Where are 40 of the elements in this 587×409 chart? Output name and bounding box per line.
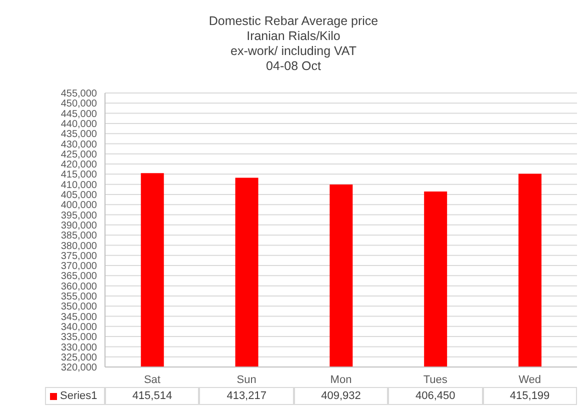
- y-tick-label: 340,000: [60, 322, 98, 333]
- y-tick-label: 415,000: [60, 170, 98, 181]
- x-tick-label: Wed: [518, 374, 542, 386]
- y-tick-label: 450,000: [60, 98, 98, 110]
- data-label: 415,514: [105, 387, 200, 405]
- y-tick-label: 445,000: [60, 108, 98, 120]
- y-tick-label: 325,000: [60, 352, 98, 364]
- data-label: 409,932: [294, 387, 388, 405]
- y-tick-label: 365,000: [60, 271, 98, 282]
- y-tick-label: 385,000: [60, 230, 98, 242]
- y-tick-label: 405,000: [60, 190, 98, 202]
- data-label: 406,450: [388, 387, 483, 405]
- y-tick-label: 330,000: [60, 342, 98, 354]
- y-tick-label: 390,000: [60, 220, 98, 232]
- y-tick-label: 360,000: [60, 281, 98, 292]
- y-tick-label: 425,000: [60, 149, 98, 160]
- x-tick-label: Tues: [423, 374, 448, 386]
- y-tick-label: 335,000: [60, 332, 98, 344]
- x-tick-label: Sat: [144, 374, 160, 386]
- y-tick-label: 435,000: [60, 129, 98, 140]
- y-tick-label: 430,000: [60, 139, 98, 150]
- y-tick-label: 455,000: [60, 88, 98, 100]
- y-tick-label: 375,000: [60, 250, 98, 262]
- data-label: 415,199: [482, 387, 577, 405]
- legend-label: Series1: [60, 390, 98, 402]
- y-tick-label: 320,000: [60, 362, 98, 374]
- y-tick-label: 370,000: [60, 261, 98, 272]
- y-tick-label: 350,000: [60, 302, 98, 313]
- y-tick-label: 400,000: [60, 200, 98, 212]
- y-tick-label: 440,000: [60, 118, 98, 130]
- x-tick-label: Mon: [330, 374, 352, 386]
- x-tick-label: Sun: [236, 374, 256, 386]
- y-tick-label: 420,000: [60, 160, 98, 171]
- y-tick-label: 355,000: [60, 292, 98, 303]
- data-label: 413,217: [199, 387, 294, 405]
- chart-title: Domestic Rebar Average price Iranian Rials/Kilo ex-work/ including VAT 04-08 Oct: [208, 14, 380, 74]
- y-tick-label: 345,000: [60, 312, 98, 323]
- y-tick-label: 410,000: [60, 180, 98, 191]
- y-tick-label: 380,000: [60, 240, 98, 252]
- y-tick-label: 395,000: [60, 210, 98, 222]
